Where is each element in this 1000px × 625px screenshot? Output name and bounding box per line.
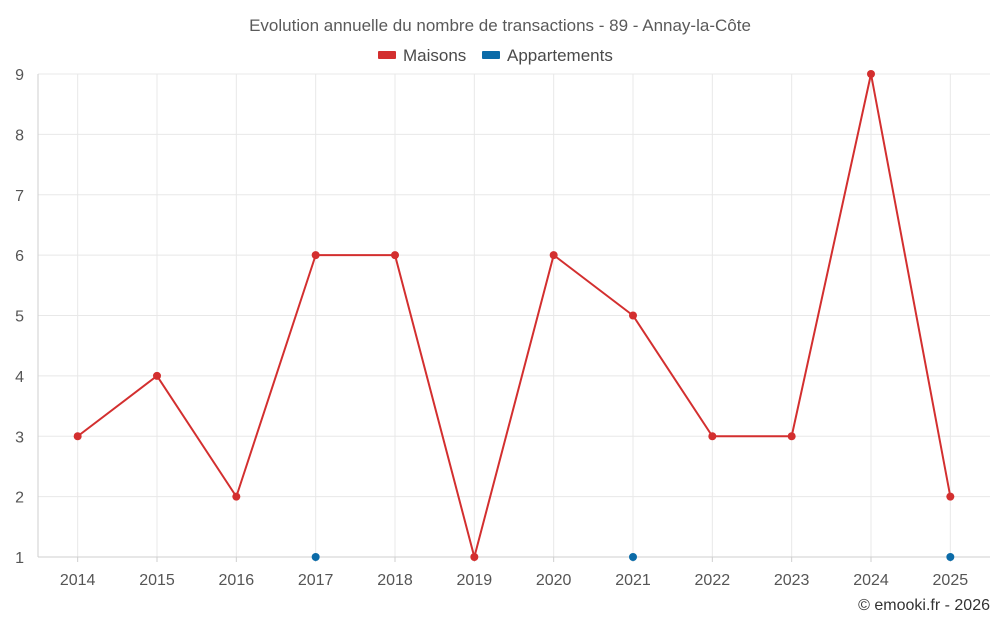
legend-item-maisons[interactable]: Maisons: [378, 46, 466, 65]
x-tick-label: 2021: [615, 572, 651, 589]
x-tick-label: 2019: [457, 572, 493, 589]
legend-swatch-appartements: [482, 51, 500, 59]
data-point-maisons-2024[interactable]: [867, 70, 875, 78]
x-axis-ticks: 2014 2015 2016 2017 2018 2019 2020 2021 2022 2023…: [60, 572, 968, 589]
x-tick-label: 2023: [774, 572, 810, 589]
data-point-appartements-2025[interactable]: [946, 553, 955, 561]
x-tick-label: 2016: [219, 572, 255, 589]
data-point-maisons-2022[interactable]: [708, 432, 717, 441]
data-point-maisons-2017[interactable]: [311, 251, 320, 260]
y-tick-label: 2: [15, 490, 24, 507]
x-tick-label: 2015: [139, 572, 175, 589]
y-tick-label: 6: [15, 248, 24, 265]
y-tick-label: 8: [15, 127, 24, 144]
legend-label-maisons: Maisons: [403, 46, 466, 65]
x-tick-label: 2024: [853, 572, 889, 589]
credit-text: © emooki.fr - 2026: [858, 597, 990, 614]
x-tick-label: 2014: [60, 572, 96, 589]
data-point-maisons-2018[interactable]: [391, 251, 399, 260]
data-point-appartements-2017[interactable]: [311, 553, 320, 561]
legend-label-appartements: Appartements: [507, 46, 613, 65]
series: [73, 70, 955, 561]
data-point-maisons-2025[interactable]: [946, 492, 955, 501]
y-tick-label: 4: [15, 369, 24, 386]
legend-swatch-maisons: [378, 51, 396, 59]
data-point-maisons-2014[interactable]: [73, 432, 82, 441]
x-tick-label: 2025: [933, 572, 969, 589]
axes: [37, 74, 990, 562]
y-axis-ticks: 1 2 3 4 5 6 7 8 9: [15, 67, 24, 567]
chart-title: Evolution annuelle du nombre de transact…: [249, 16, 751, 35]
y-tick-label: 7: [15, 188, 24, 205]
y-tick-label: 1: [15, 550, 24, 567]
x-tick-label: 2022: [695, 572, 731, 589]
x-tick-label: 2017: [298, 572, 334, 589]
x-tick-label: 2018: [377, 572, 413, 589]
data-point-maisons-2023[interactable]: [787, 432, 796, 441]
data-point-maisons-2020[interactable]: [549, 251, 558, 260]
grid: [38, 73, 990, 557]
y-tick-label: 3: [15, 429, 24, 446]
data-point-appartements-2021[interactable]: [629, 553, 637, 561]
data-point-maisons-2021[interactable]: [629, 311, 637, 320]
legend: Maisons Appartements: [378, 46, 613, 65]
legend-item-appartements[interactable]: Appartements: [482, 46, 613, 65]
data-point-maisons-2015[interactable]: [153, 371, 161, 380]
y-tick-label: 9: [15, 67, 24, 84]
series-line-maisons: [77, 73, 952, 558]
y-tick-label: 5: [15, 309, 24, 326]
data-point-maisons-2016[interactable]: [232, 492, 241, 501]
data-point-maisons-2019[interactable]: [470, 553, 479, 561]
x-tick-label: 2020: [536, 572, 572, 589]
